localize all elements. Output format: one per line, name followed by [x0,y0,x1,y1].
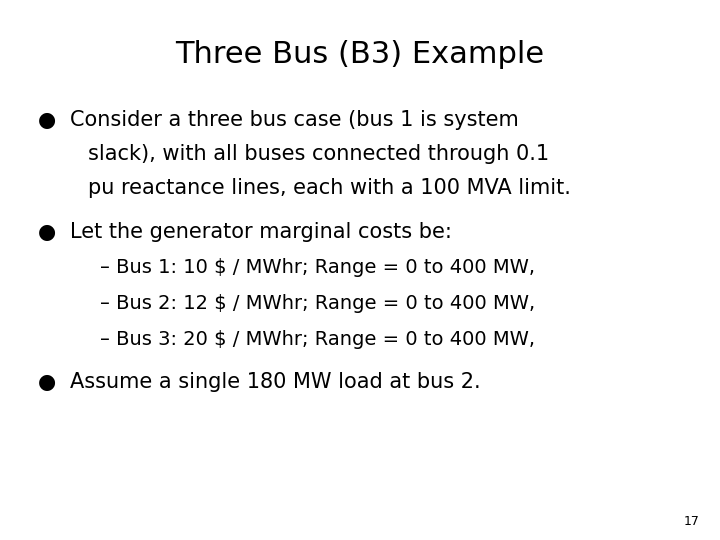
Text: pu reactance lines, each with a 100 MVA limit.: pu reactance lines, each with a 100 MVA … [88,178,571,198]
Text: Consider a three bus case (bus 1 is system: Consider a three bus case (bus 1 is syst… [70,110,518,130]
Text: ●: ● [38,222,56,242]
Text: ●: ● [38,110,56,130]
Text: – Bus 3: 20 $ / MWhr; Range = 0 to 400 MW,: – Bus 3: 20 $ / MWhr; Range = 0 to 400 M… [100,330,535,349]
Text: Let the generator marginal costs be:: Let the generator marginal costs be: [70,222,452,242]
Text: – Bus 1: 10 $ / MWhr; Range = 0 to 400 MW,: – Bus 1: 10 $ / MWhr; Range = 0 to 400 M… [100,258,535,277]
Text: 17: 17 [684,515,700,528]
Text: slack), with all buses connected through 0.1: slack), with all buses connected through… [88,144,549,164]
Text: ●: ● [38,372,56,392]
Text: Assume a single 180 MW load at bus 2.: Assume a single 180 MW load at bus 2. [70,372,481,392]
Text: – Bus 2: 12 $ / MWhr; Range = 0 to 400 MW,: – Bus 2: 12 $ / MWhr; Range = 0 to 400 M… [100,294,535,313]
Text: Three Bus (B3) Example: Three Bus (B3) Example [176,40,544,69]
